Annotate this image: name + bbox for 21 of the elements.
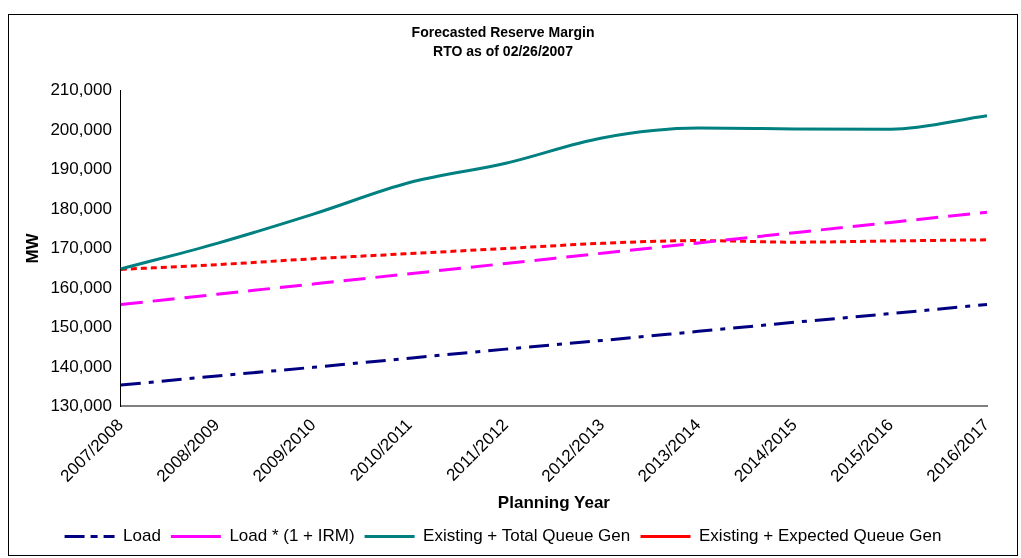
legend-label: Existing + Total Queue Gen — [423, 526, 631, 546]
y-tick-label: 180,000 — [50, 198, 112, 218]
y-tick-label: 170,000 — [50, 238, 112, 258]
chart-title: Forecasted Reserve Margin — [411, 24, 595, 41]
y-tick-label: 130,000 — [50, 396, 112, 416]
line-series — [119, 303, 989, 387]
y-tick-label: 190,000 — [50, 159, 112, 179]
x-axis-title: Planning Year — [497, 493, 611, 513]
legend-label: Load * (1 + IRM) — [229, 526, 355, 546]
line-series — [119, 238, 989, 271]
y-tick-label: 200,000 — [50, 119, 112, 139]
legend-label: Existing + Expected Queue Gen — [699, 526, 942, 546]
y-tick-label: 210,000 — [50, 80, 112, 100]
line-series — [119, 114, 989, 271]
line-series — [119, 210, 989, 307]
y-tick-label: 140,000 — [50, 356, 112, 376]
y-tick-label: 150,000 — [50, 317, 112, 337]
y-axis-title: MW — [22, 232, 42, 264]
legend-label: Load — [123, 526, 161, 546]
chart-subtitle: RTO as of 02/26/2007 — [433, 43, 574, 60]
y-tick-label: 160,000 — [50, 277, 112, 297]
